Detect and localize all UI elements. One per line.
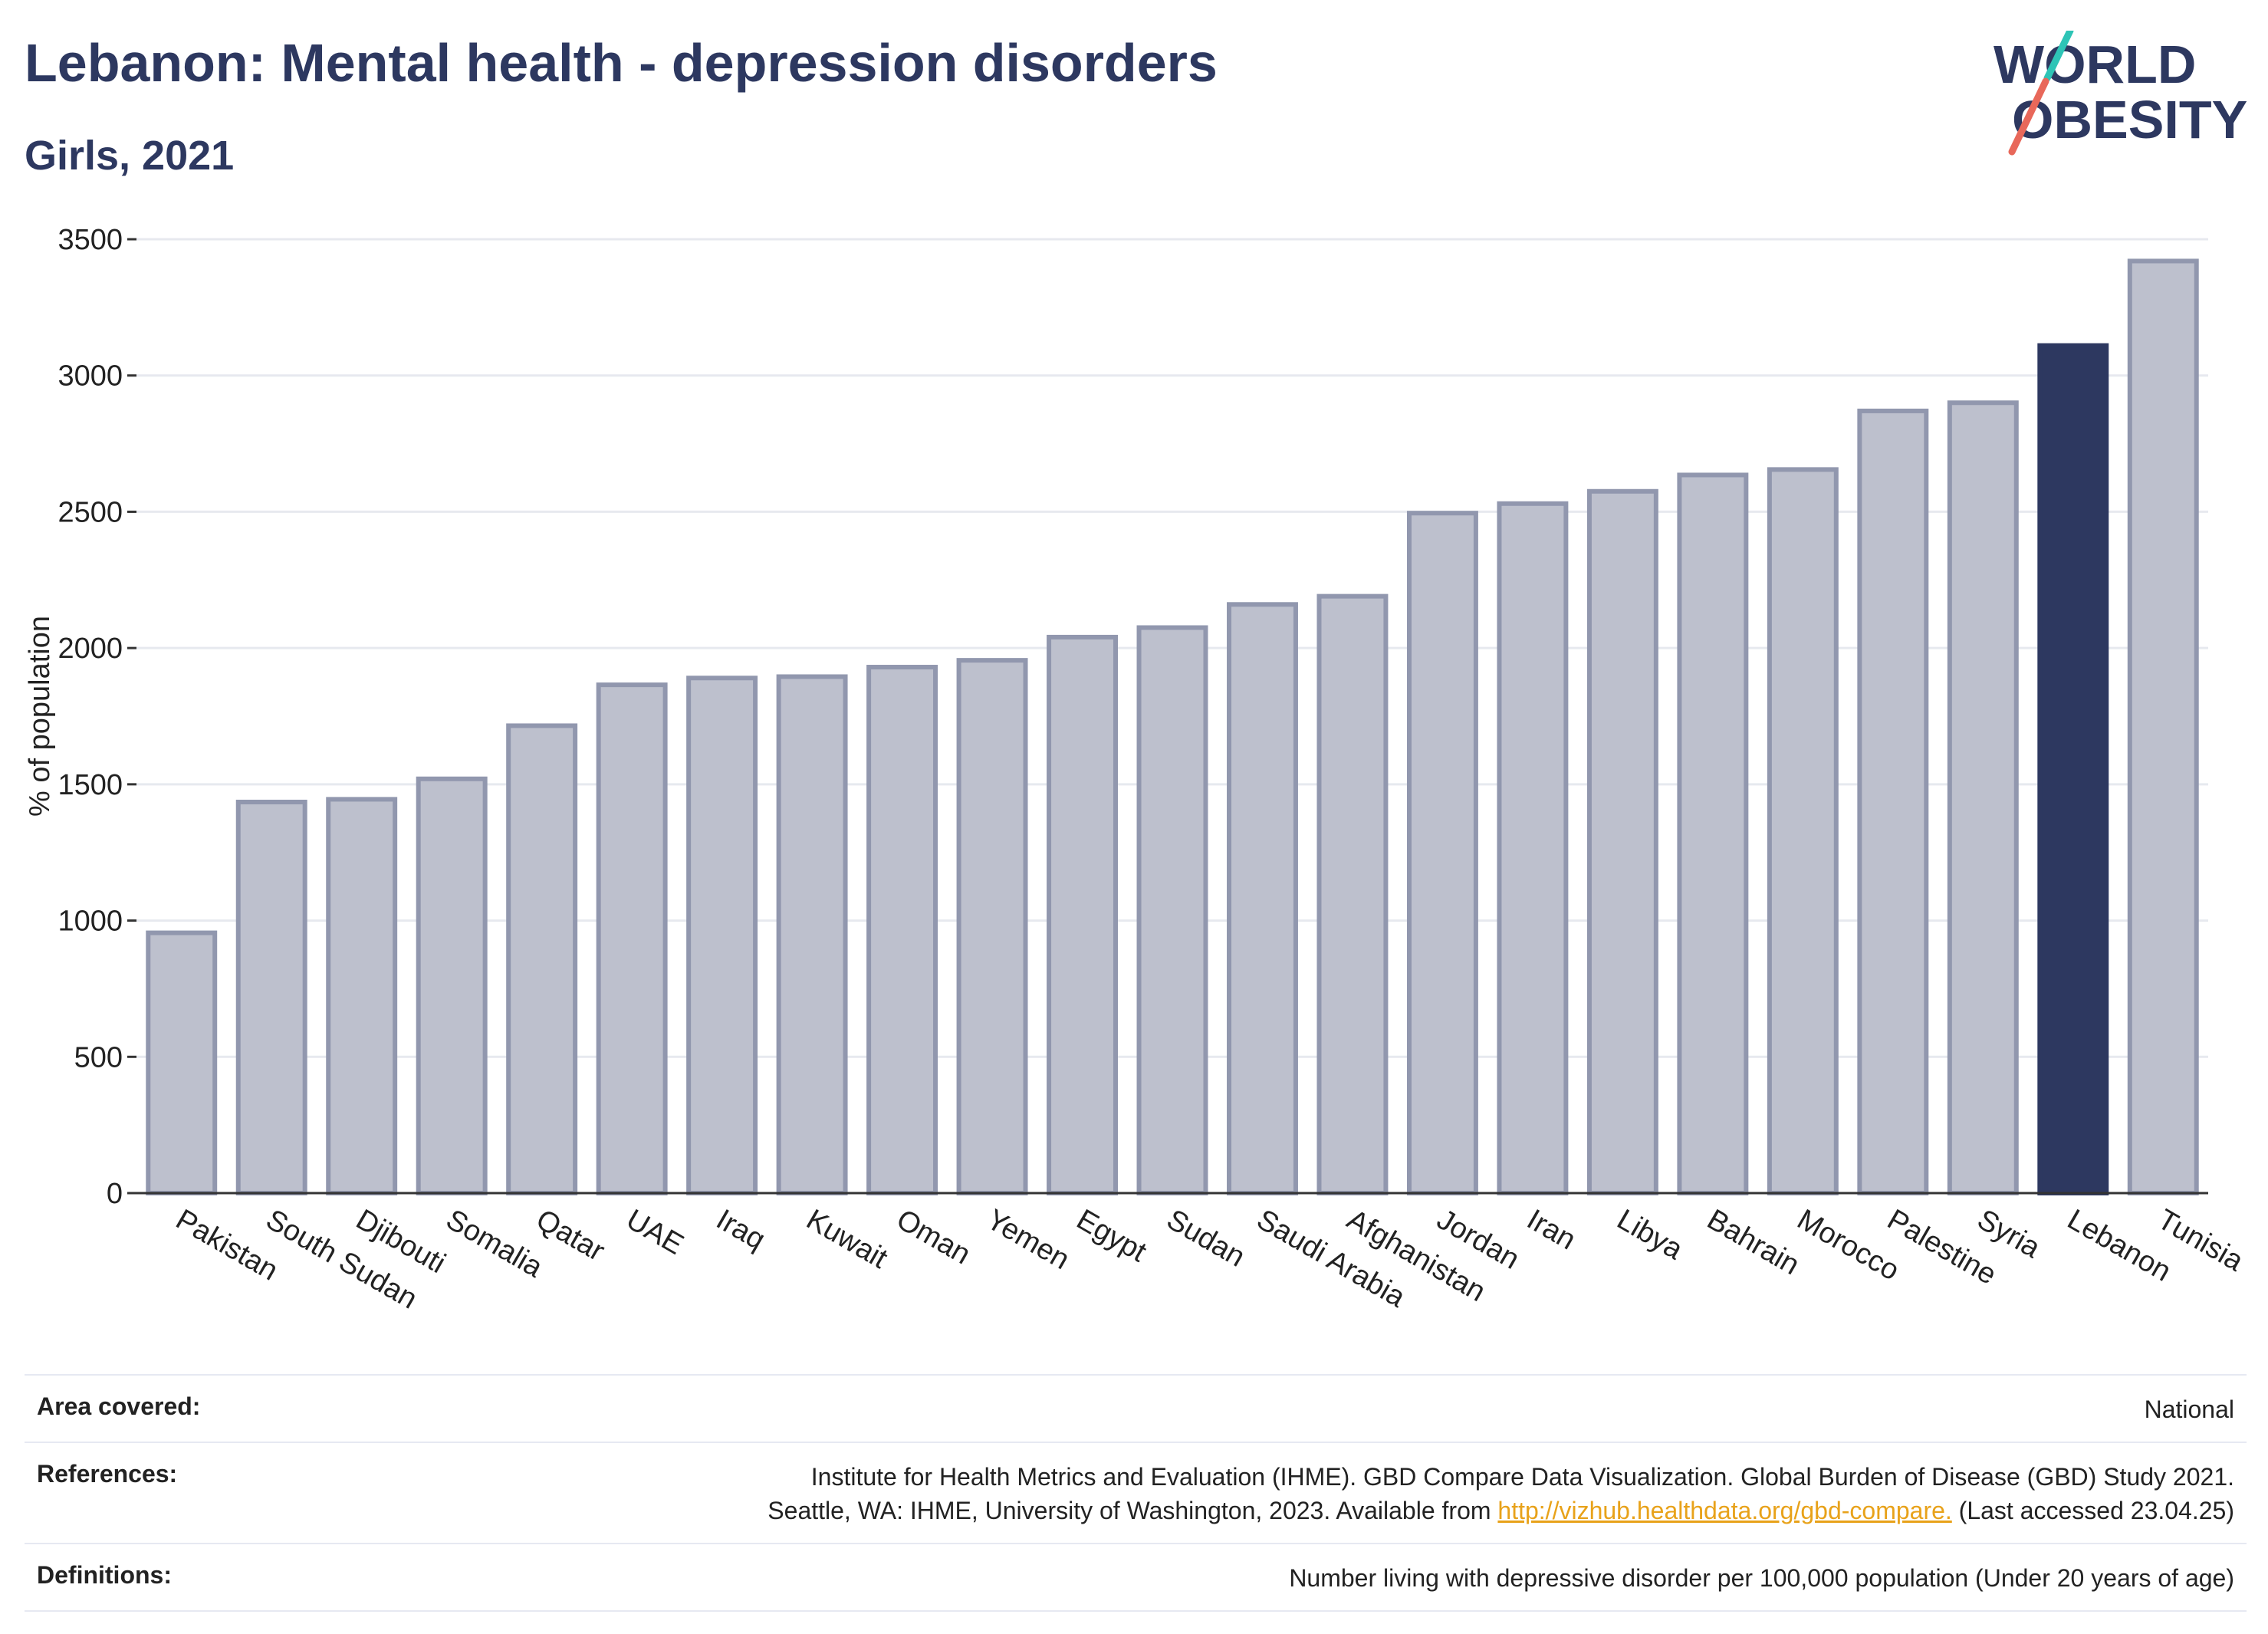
references-label: References: bbox=[37, 1460, 178, 1488]
bar-kuwait bbox=[776, 674, 848, 1195]
x-tick-label: Yemen bbox=[981, 1203, 1075, 1276]
bars bbox=[146, 258, 2199, 1196]
y-tick-label: 3000 bbox=[58, 360, 123, 393]
footer-row-definitions: Definitions: Number living with depressi… bbox=[25, 1543, 2247, 1612]
x-tick-label: Somalia bbox=[441, 1203, 549, 1284]
bar-sudan bbox=[1136, 625, 1208, 1195]
bar-lebanon bbox=[2037, 343, 2109, 1195]
y-tick-label: 500 bbox=[74, 1041, 123, 1073]
references-line-2-prefix: Seattle, WA: IHME, University of Washing… bbox=[768, 1497, 1498, 1524]
bar-tunisia bbox=[2127, 258, 2199, 1195]
x-tick-label: South Sudan bbox=[261, 1203, 422, 1315]
bar-yemen bbox=[956, 658, 1028, 1195]
x-tick-label: Bahrain bbox=[1701, 1203, 1804, 1281]
x-tick-label: Iran bbox=[1521, 1203, 1581, 1256]
bar-south-sudan bbox=[235, 799, 307, 1195]
x-tick-label: UAE bbox=[621, 1203, 689, 1261]
x-tick-label: Oman bbox=[891, 1203, 976, 1271]
bar-pakistan bbox=[146, 930, 218, 1195]
bar-chart: 0 500 1000 1500 2000 2500 3000 3500 PakistanSou… bbox=[24, 224, 2249, 1316]
bar-saudi-arabia bbox=[1227, 602, 1298, 1195]
bar-libya bbox=[1586, 488, 1658, 1195]
bar-palestine bbox=[1857, 408, 1929, 1195]
references-value: Institute for Health Metrics and Evaluat… bbox=[768, 1460, 2234, 1527]
area-covered-label: Area covered: bbox=[37, 1392, 201, 1420]
references-line-2-suffix: (Last accessed 23.04.25) bbox=[1951, 1497, 2234, 1524]
bar-djibouti bbox=[326, 797, 398, 1196]
bar-qatar bbox=[506, 723, 578, 1195]
references-line-1: Institute for Health Metrics and Evaluat… bbox=[810, 1463, 2234, 1491]
page-subtitle: Girls, 2021 bbox=[25, 133, 235, 179]
bar-syria bbox=[1947, 400, 2019, 1195]
y-tick-label: 1500 bbox=[58, 769, 123, 801]
bar-morocco bbox=[1767, 467, 1839, 1195]
bar-egypt bbox=[1047, 634, 1118, 1195]
logo-slash-bottom bbox=[2008, 77, 2049, 156]
footer-row-references: References: Institute for Health Metrics… bbox=[25, 1442, 2247, 1543]
area-covered-value: National bbox=[2144, 1396, 2234, 1423]
x-tick-label: Kuwait bbox=[801, 1203, 893, 1275]
y-tick-label: 2500 bbox=[58, 496, 123, 528]
x-tick-label: Egypt bbox=[1071, 1203, 1152, 1268]
y-tick-label: 2000 bbox=[58, 633, 123, 665]
x-tick-label: Pakistan bbox=[170, 1203, 283, 1287]
bar-oman bbox=[866, 665, 938, 1195]
references-link[interactable]: http://vizhub.healthdata.org/gbd-compare… bbox=[1497, 1497, 1952, 1524]
bar-uae bbox=[596, 682, 668, 1195]
references-line-2: Seattle, WA: IHME, University of Washing… bbox=[768, 1494, 2234, 1527]
footer-table: Area covered: National References: Insti… bbox=[25, 1374, 2247, 1612]
x-tick-label: Morocco bbox=[1792, 1203, 1905, 1287]
bar-bahrain bbox=[1677, 472, 1749, 1195]
page-title: Lebanon: Mental health - depression diso… bbox=[25, 33, 1218, 93]
bar-iran bbox=[1497, 501, 1569, 1195]
y-axis-ticks: 0 500 1000 1500 2000 2500 3000 3500 bbox=[58, 224, 136, 1210]
y-axis-label: % of population bbox=[24, 616, 56, 817]
definitions-value: Number living with depressive disorder p… bbox=[1289, 1564, 2234, 1592]
footer-row-area: Area covered: National bbox=[25, 1374, 2247, 1442]
definitions-label: Definitions: bbox=[37, 1561, 172, 1589]
logo-slash-top bbox=[2043, 31, 2074, 82]
bar-jordan bbox=[1406, 511, 1478, 1195]
x-tick-label: Iraq bbox=[711, 1203, 771, 1256]
x-tick-label: Lebanon bbox=[2062, 1203, 2176, 1287]
bar-afghanistan bbox=[1316, 593, 1389, 1195]
bar-iraq bbox=[686, 676, 758, 1195]
logo-line-2: OBESITY bbox=[2012, 90, 2247, 150]
y-tick-label: 1000 bbox=[58, 906, 123, 938]
x-tick-label: Sudan bbox=[1162, 1203, 1251, 1273]
world-obesity-logo: WORLD OBESITY bbox=[1994, 31, 2247, 156]
y-tick-label: 3500 bbox=[58, 224, 123, 256]
y-tick-label: 0 bbox=[107, 1178, 123, 1210]
logo-line-1: WORLD bbox=[1994, 35, 2196, 94]
bar-somalia bbox=[416, 776, 488, 1195]
x-tick-label: Libya bbox=[1612, 1203, 1688, 1266]
